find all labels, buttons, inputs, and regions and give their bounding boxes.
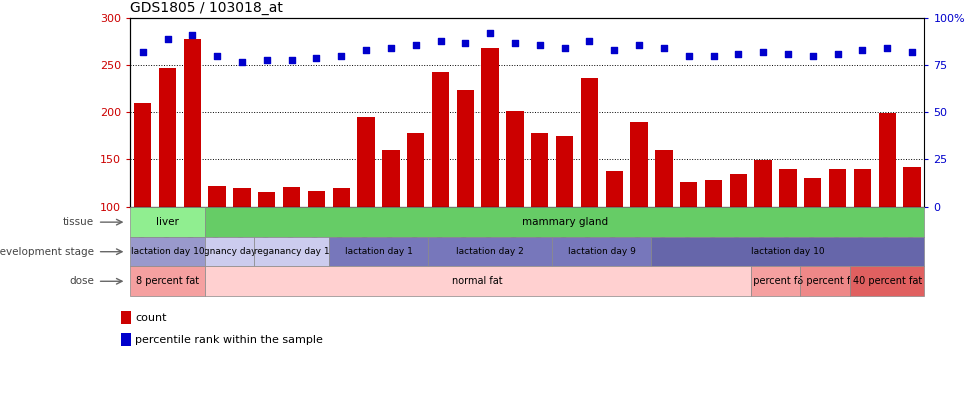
Text: GDS1805 / 103018_at: GDS1805 / 103018_at [130, 1, 283, 15]
Point [259, 56, 274, 63]
Bar [878, 113, 896, 207]
Bar [234, 188, 251, 207]
Text: 40 percent fat: 40 percent fat [853, 276, 922, 286]
Point [234, 58, 250, 65]
Bar [556, 136, 573, 207]
Text: dose: dose [69, 276, 94, 286]
Point [805, 53, 820, 59]
Point [508, 39, 523, 46]
Point [731, 51, 746, 57]
Point [358, 47, 373, 53]
Text: tissue: tissue [63, 217, 94, 227]
Text: 16 percent fat: 16 percent fat [790, 276, 860, 286]
Bar [804, 178, 821, 207]
Text: mammary gland: mammary gland [521, 217, 608, 227]
Bar [482, 48, 499, 207]
Point [532, 41, 547, 48]
Bar [208, 186, 226, 207]
Point [830, 51, 845, 57]
Bar [333, 188, 350, 207]
Point [855, 47, 870, 53]
Bar [431, 72, 449, 207]
Point [681, 53, 697, 59]
Bar [755, 160, 772, 207]
Point [432, 38, 448, 44]
Bar [183, 39, 201, 207]
Bar [407, 133, 425, 207]
Bar [854, 169, 871, 207]
Text: normal fat: normal fat [453, 276, 503, 286]
Point [408, 41, 424, 48]
Bar [382, 150, 400, 207]
Point [160, 36, 176, 42]
Text: lactation day 9: lactation day 9 [567, 247, 636, 256]
Bar [308, 192, 325, 207]
Text: lactation day 2: lactation day 2 [456, 247, 524, 256]
Bar [357, 117, 374, 207]
Point [656, 45, 672, 51]
Bar [283, 187, 300, 207]
Text: lactation day 10: lactation day 10 [130, 247, 205, 256]
Bar [258, 192, 275, 207]
Bar [121, 311, 131, 324]
Point [284, 56, 299, 63]
Point [904, 49, 920, 55]
Point [557, 45, 572, 51]
Point [334, 53, 349, 59]
Point [309, 55, 324, 61]
Point [607, 47, 622, 53]
Point [631, 41, 647, 48]
Bar [704, 180, 722, 207]
Point [482, 30, 498, 36]
Bar [456, 90, 474, 207]
Point [135, 49, 151, 55]
Text: percentile rank within the sample: percentile rank within the sample [135, 335, 323, 345]
Text: 8 percent fat: 8 percent fat [744, 276, 807, 286]
Point [705, 53, 721, 59]
Bar [507, 111, 524, 207]
Point [184, 32, 200, 38]
Bar [134, 103, 152, 207]
Point [209, 53, 225, 59]
Bar [531, 133, 548, 207]
Bar [680, 182, 698, 207]
Point [781, 51, 796, 57]
Text: preganancy day 17: preganancy day 17 [248, 247, 335, 256]
Bar [655, 150, 673, 207]
Text: 8 percent fat: 8 percent fat [136, 276, 199, 286]
Bar [903, 167, 921, 207]
Text: lactation day 1: lactation day 1 [345, 247, 412, 256]
Bar [581, 79, 598, 207]
Bar [159, 68, 177, 207]
Bar [121, 333, 131, 347]
Text: pregnancy day 12: pregnancy day 12 [189, 247, 270, 256]
Text: count: count [135, 313, 167, 322]
Bar [829, 169, 846, 207]
Text: development stage: development stage [0, 247, 94, 257]
Text: liver: liver [156, 217, 179, 227]
Bar [780, 169, 797, 207]
Point [756, 49, 771, 55]
Bar [606, 171, 623, 207]
Point [582, 38, 597, 44]
Point [879, 45, 895, 51]
Point [457, 39, 473, 46]
Bar [730, 174, 747, 207]
Text: lactation day 10: lactation day 10 [751, 247, 825, 256]
Bar [630, 122, 648, 207]
Point [383, 45, 399, 51]
